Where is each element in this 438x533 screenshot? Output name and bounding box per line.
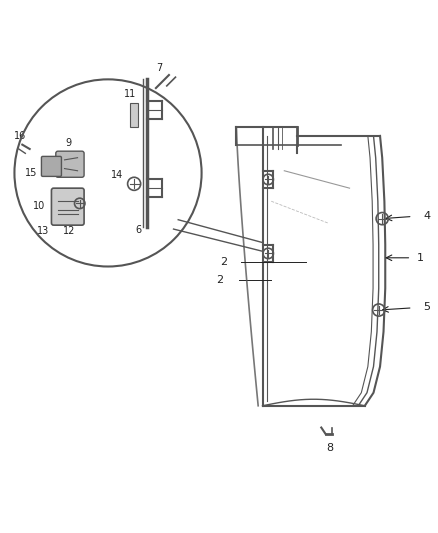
FancyBboxPatch shape [42,156,61,176]
Text: 11: 11 [124,89,136,99]
Text: 14: 14 [111,170,123,180]
FancyBboxPatch shape [51,188,84,225]
Text: 1: 1 [417,253,424,263]
Text: 13: 13 [37,227,49,237]
Text: 12: 12 [63,227,75,237]
Text: 9: 9 [66,138,72,148]
FancyBboxPatch shape [56,151,84,177]
Text: 7: 7 [156,63,162,73]
Text: 6: 6 [135,225,141,235]
Text: 10: 10 [33,200,45,211]
Text: 15: 15 [25,168,37,178]
Text: 16: 16 [14,131,26,141]
Text: 2: 2 [216,274,223,285]
Text: 5: 5 [424,302,431,312]
Text: 2: 2 [221,257,228,267]
Text: 8: 8 [326,443,334,453]
Text: 4: 4 [424,211,431,221]
Bar [130,103,138,127]
